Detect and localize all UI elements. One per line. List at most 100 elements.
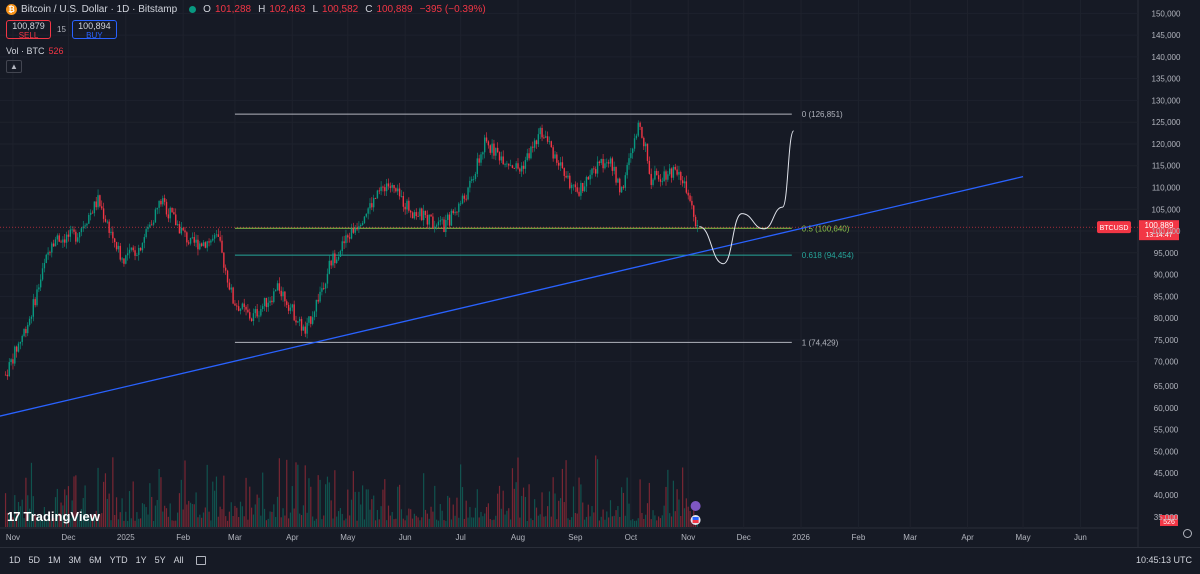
- volume-bar: [134, 520, 136, 527]
- candle-body: [91, 212, 94, 214]
- range-ytd[interactable]: YTD: [109, 555, 128, 565]
- volume-bar: [463, 518, 465, 527]
- symbol-title[interactable]: Bitcoin / U.S. Dollar · 1D · Bitstamp: [21, 4, 178, 15]
- range-1d[interactable]: 1D: [9, 555, 21, 565]
- volume-bar: [164, 505, 166, 527]
- volume-bar: [386, 520, 388, 527]
- volume-bar: [652, 510, 654, 527]
- candle-body: [491, 143, 493, 153]
- volume-bar: [548, 491, 551, 527]
- volume-bar: [156, 499, 158, 527]
- volume-bar: [376, 509, 378, 527]
- candle-body: [14, 346, 16, 364]
- volume-bar: [541, 492, 543, 527]
- candle-body: [21, 335, 23, 342]
- volume-bar: [399, 484, 401, 527]
- range-1m[interactable]: 1M: [48, 555, 61, 565]
- volume-bar: [352, 471, 354, 527]
- candle-body: [419, 208, 421, 217]
- buy-button[interactable]: 100,894 BUY: [71, 20, 117, 40]
- candle-body: [559, 162, 562, 166]
- range-5y[interactable]: 5Y: [154, 555, 166, 565]
- candle-body: [221, 240, 223, 253]
- volume-bar: [465, 500, 467, 527]
- volume-bar: [506, 510, 508, 527]
- candle-body: [493, 143, 495, 156]
- trendline: [0, 175, 1024, 417]
- volume-bar: [45, 520, 47, 527]
- candle-body: [404, 206, 406, 210]
- range-5d[interactable]: 5D: [28, 555, 41, 565]
- candle-body: [643, 137, 645, 147]
- range-6m[interactable]: 6M: [89, 555, 102, 565]
- candle-body: [284, 291, 286, 302]
- volume-bar: [585, 516, 588, 527]
- candle-body: [646, 143, 649, 161]
- candle-body: [40, 279, 42, 288]
- range-all[interactable]: All: [173, 555, 184, 565]
- volume-bar: [4, 493, 7, 527]
- volume-legend[interactable]: Vol · BTC 526: [6, 46, 64, 56]
- volume-bar: [582, 502, 584, 527]
- y-tick-label: 55,000: [1154, 426, 1179, 435]
- candle-body: [75, 231, 77, 242]
- x-tick-label: Dec: [61, 533, 75, 542]
- candle-body: [454, 211, 456, 214]
- candle-body: [278, 283, 281, 291]
- candle-body: [693, 205, 695, 217]
- x-tick-label: 2025: [117, 533, 135, 542]
- y-tick-label: 85,000: [1154, 292, 1179, 301]
- volume-bar: [584, 519, 586, 527]
- volume-bar: [563, 502, 565, 527]
- candle-body: [171, 207, 173, 213]
- volume-bar: [609, 500, 612, 527]
- sell-button[interactable]: 100,879 SELL: [6, 20, 51, 40]
- candle-body: [54, 239, 57, 247]
- candle-body: [114, 238, 116, 243]
- candle-body: [428, 214, 430, 225]
- y-tick-label: 110,000: [1152, 184, 1181, 193]
- candle-body: [654, 170, 656, 180]
- volume-bar: [421, 517, 423, 527]
- candle-body: [236, 305, 238, 307]
- volume-bar: [454, 515, 456, 527]
- y-tick-label: 50,000: [1154, 447, 1179, 456]
- candle-body: [663, 171, 665, 182]
- tradingview-logo: 17 TradingView: [7, 509, 100, 524]
- volume-bar: [128, 491, 131, 527]
- candle-body: [415, 212, 417, 217]
- range-1y[interactable]: 1Y: [135, 555, 147, 565]
- candle-body: [378, 190, 380, 192]
- candle-body: [541, 127, 543, 138]
- candle-body: [585, 177, 588, 187]
- utc-clock[interactable]: 10:45:13 UTC: [1135, 555, 1192, 565]
- open-value: 101,288: [214, 4, 252, 15]
- volume-bar: [332, 518, 334, 527]
- bitcoin-icon: ₿: [6, 4, 17, 15]
- volume-bar: [66, 495, 68, 527]
- volume-bar: [683, 508, 686, 527]
- candle-body: [593, 168, 595, 170]
- volume-bar: [493, 519, 495, 527]
- candle-body: [291, 304, 293, 308]
- calendar-icon[interactable]: [195, 556, 206, 565]
- gear-icon[interactable]: [1183, 529, 1192, 538]
- candle-body: [482, 152, 484, 155]
- volume-bar: [302, 505, 304, 527]
- volume-bar: [243, 516, 245, 527]
- volume-bar: [517, 457, 519, 527]
- candle-body: [147, 226, 149, 230]
- chevron-up-icon[interactable]: ▲: [6, 60, 22, 73]
- candle-body: [65, 234, 68, 243]
- volume-bar: [510, 519, 512, 527]
- candle-body: [528, 153, 530, 159]
- volume-bar: [611, 516, 613, 527]
- volume-bar: [641, 512, 643, 527]
- candle-body: [282, 291, 284, 297]
- candle-body: [417, 216, 419, 217]
- candle-body: [254, 309, 256, 314]
- symbol-tag-text: BTCUSD: [1100, 225, 1129, 232]
- range-3m[interactable]: 3M: [68, 555, 82, 565]
- volume-bar: [633, 520, 636, 527]
